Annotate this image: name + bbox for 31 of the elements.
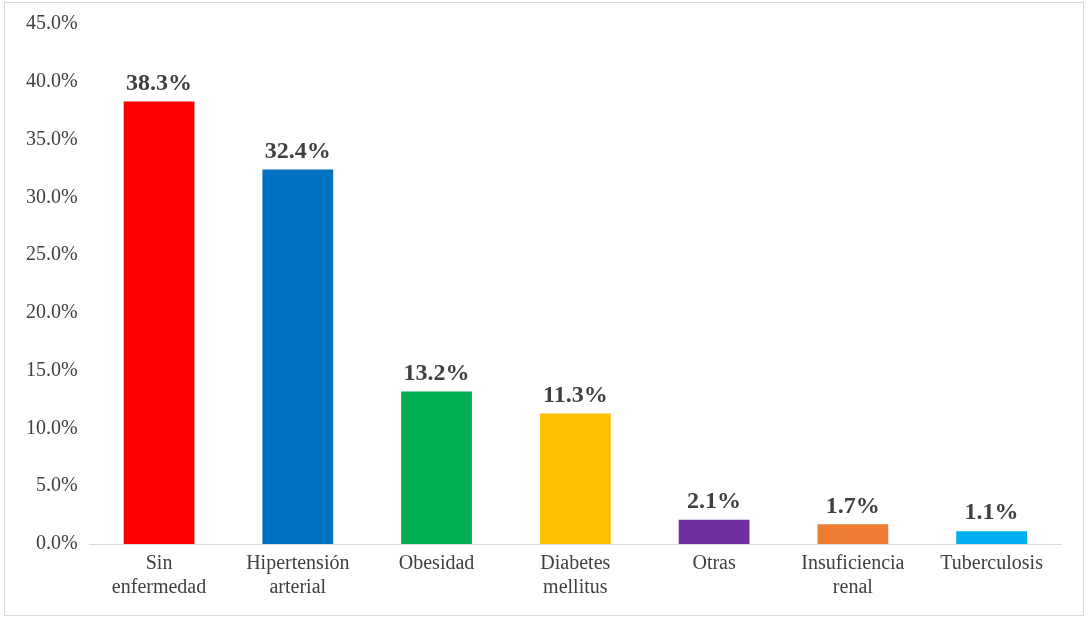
data-label: 38.3% — [126, 68, 193, 95]
y-tick-label: 45.0% — [25, 11, 78, 34]
x-tick-label: Otras — [692, 551, 736, 574]
y-tick-label: 30.0% — [25, 184, 78, 207]
x-tick-label: Sin enfermedad — [111, 551, 207, 598]
x-tick-label: Tuberculosis — [940, 551, 1044, 574]
x-tick-label: Obesidad — [398, 551, 475, 574]
bar — [539, 413, 611, 544]
y-tick-label: 40.0% — [25, 69, 78, 92]
y-tick-label: 0.0% — [35, 531, 78, 554]
data-label: 11.3% — [542, 380, 608, 407]
data-label: 1.7% — [825, 491, 880, 518]
y-tick-label: 20.0% — [25, 300, 78, 323]
x-tick-label: Insuficiencia renal — [801, 551, 905, 598]
bar — [123, 101, 195, 544]
bar — [678, 519, 750, 544]
x-tick-label: Hipertensión arterial — [246, 551, 350, 598]
bar — [817, 524, 889, 544]
x-tick-label: Diabetes mellitus — [540, 551, 611, 598]
y-tick-label: 35.0% — [25, 126, 78, 149]
y-tick-label: 5.0% — [35, 473, 78, 496]
data-label: 13.2% — [403, 358, 470, 385]
bar — [262, 169, 334, 544]
data-label: 32.4% — [264, 136, 331, 163]
data-label: 2.1% — [687, 486, 742, 513]
y-tick-label: 10.0% — [25, 415, 78, 438]
bar — [956, 531, 1027, 544]
bar — [401, 391, 472, 544]
data-label: 1.1% — [964, 498, 1019, 525]
y-tick-label: 15.0% — [25, 357, 78, 380]
y-tick-label: 25.0% — [25, 242, 78, 265]
